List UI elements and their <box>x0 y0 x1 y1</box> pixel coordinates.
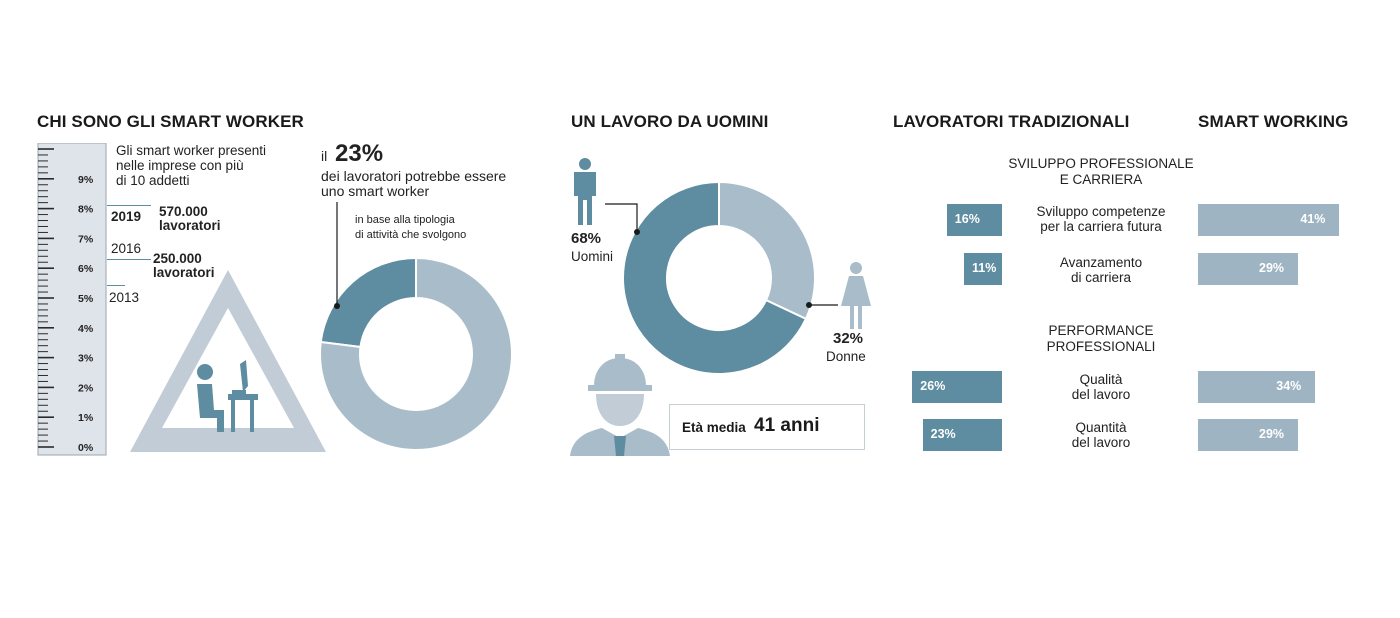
smart-working-bar: 29% <box>1198 253 1299 285</box>
row-label: Qualità del lavoro <box>1072 372 1131 402</box>
percent-note-line: in base alla tipologia <box>355 214 455 226</box>
marker-line-2019 <box>107 205 151 206</box>
gauge-tick-label: 4% <box>78 323 94 335</box>
row-label-line: per la carriera futura <box>1040 219 1162 234</box>
row-label-line: del lavoro <box>1071 387 1131 402</box>
smart-working-bar: 29% <box>1198 419 1299 451</box>
gauge-background <box>37 143 107 456</box>
group1-title-line: E CARRIERA <box>1059 172 1143 187</box>
gauge-tick-label: 0% <box>78 442 94 454</box>
gauge-tick-label: 8% <box>78 204 94 216</box>
traditional-bar: 11% <box>964 253 1002 285</box>
section2-title: UN LAVORO DA UOMINI <box>571 112 769 131</box>
section3-title-right: SMART WORKING <box>1198 112 1349 131</box>
percent-value: 23% <box>335 140 384 167</box>
donut-gender-chart <box>622 180 816 375</box>
percent-desc-line: dei lavoratori potrebbe essere <box>321 168 507 184</box>
gauge-tick-label: 6% <box>78 263 94 275</box>
gauge-tick-label: 9% <box>78 174 94 186</box>
percent-block: il 23% <box>321 142 383 166</box>
percent-gauge: 0% 1% 2% 3% 4% 5% 6% 7% 8% 9% <box>37 143 107 456</box>
row-label-line: del lavoro <box>1071 435 1131 450</box>
year-2016: 2016 <box>111 241 142 256</box>
group2-title-line: PROFESSIONALI <box>1046 339 1156 354</box>
donut-slice <box>319 256 513 451</box>
section1-title: CHI SONO GLI SMART WORKER <box>37 112 304 131</box>
hardhat-worker-icon <box>570 354 670 456</box>
gauge-desc-line: di 10 addetti <box>116 173 190 188</box>
group2-title: PERFORMANCE PROFESSIONALI <box>1047 323 1156 355</box>
traditional-bar-label: 11% <box>972 261 997 275</box>
donut-slice <box>718 180 816 321</box>
percent-note-line: di attività che svolgono <box>355 229 467 241</box>
gauge-tick-label: 7% <box>78 233 94 245</box>
average-age-box: Età media 41 anni <box>669 404 865 450</box>
donut-slice <box>319 256 417 349</box>
donut2-men-leader-dot <box>634 229 640 235</box>
donut2-women-leader-dot <box>806 302 812 308</box>
percent-note: in base alla tipologia di attività che s… <box>355 213 466 243</box>
gauge-desc-line: nelle imprese con più <box>116 158 244 173</box>
traditional-bar-label: 23% <box>930 427 956 441</box>
row-label-line: Qualità <box>1079 372 1123 387</box>
donut-23-chart <box>319 256 513 451</box>
row-label: Sviluppo competenze per la carriera futu… <box>1036 204 1165 234</box>
smart-working-bar: 34% <box>1198 371 1316 403</box>
group1-title: SVILUPPO PROFESSIONALE E CARRIERA <box>1008 156 1193 188</box>
gauge-description: Gli smart worker presenti nelle imprese … <box>116 143 266 188</box>
donut-slice <box>622 180 808 375</box>
row-label: Avanzamento di carriera <box>1060 255 1142 285</box>
traditional-bar: 23% <box>922 419 1002 451</box>
men-label: Uomini <box>571 249 614 264</box>
group2-title-line: PERFORMANCE <box>1048 323 1154 338</box>
section3-title-left: LAVORATORI TRADIZIONALI <box>893 112 1130 131</box>
gauge-tick-label: 5% <box>78 293 94 305</box>
woman-icon <box>841 262 871 329</box>
value-2016: 250.000 lavoratori <box>153 252 215 280</box>
women-label: Donne <box>826 349 866 364</box>
donut2-men-leader-line <box>605 203 638 232</box>
marker-line-2013 <box>107 285 125 286</box>
men-value: 68% <box>571 230 602 247</box>
row-label-line: di carriera <box>1070 270 1132 285</box>
year-2013: 2013 <box>109 290 140 305</box>
smart-working-bar: 41% <box>1198 204 1340 236</box>
value-2019-number: 570.000 <box>159 204 208 219</box>
row-label-line: Sviluppo competenze <box>1036 204 1166 219</box>
percent-desc-line: uno smart worker <box>321 183 430 199</box>
traditional-bar: 26% <box>912 371 1002 403</box>
group1-title-line: SVILUPPO PROFESSIONALE <box>1008 156 1194 171</box>
row-label-line: Avanzamento <box>1059 255 1143 270</box>
percent-description: dei lavoratori potrebbe essere uno smart… <box>321 169 506 199</box>
year-2019: 2019 <box>111 209 142 224</box>
row-label: Quantità del lavoro <box>1072 420 1131 450</box>
value-2016-number: 250.000 <box>153 251 202 266</box>
gauge-tick-label: 3% <box>78 353 94 365</box>
gauge-desc-line: Gli smart worker presenti <box>116 143 267 158</box>
smart-working-bar-label: 41% <box>1300 212 1326 226</box>
value-2019: 570.000 lavoratori <box>159 205 221 233</box>
gauge-tick-label: 2% <box>78 382 94 394</box>
man-icon <box>574 158 596 225</box>
smart-working-bar-label: 34% <box>1276 379 1302 393</box>
donut1-leader-dot <box>334 303 340 309</box>
percent-prefix: il <box>321 148 328 164</box>
traditional-bar-label: 26% <box>920 379 946 393</box>
smart-working-bar-label: 29% <box>1259 427 1285 441</box>
row-label-line: Quantità <box>1075 420 1127 435</box>
traditional-bar: 16% <box>946 204 1002 236</box>
gauge-tick-label: 1% <box>78 412 94 424</box>
value-2019-unit: lavoratori <box>159 218 221 233</box>
traditional-bar-label: 16% <box>954 212 980 226</box>
marker-line-2016 <box>107 259 151 260</box>
smart-working-bar-label: 29% <box>1259 261 1285 275</box>
average-age-value: 41 anni <box>754 415 820 436</box>
women-value: 32% <box>833 330 864 347</box>
average-age-label: Età media <box>682 420 746 435</box>
value-2016-unit: lavoratori <box>153 265 215 280</box>
worker-at-desk-warning-icon <box>130 270 326 452</box>
